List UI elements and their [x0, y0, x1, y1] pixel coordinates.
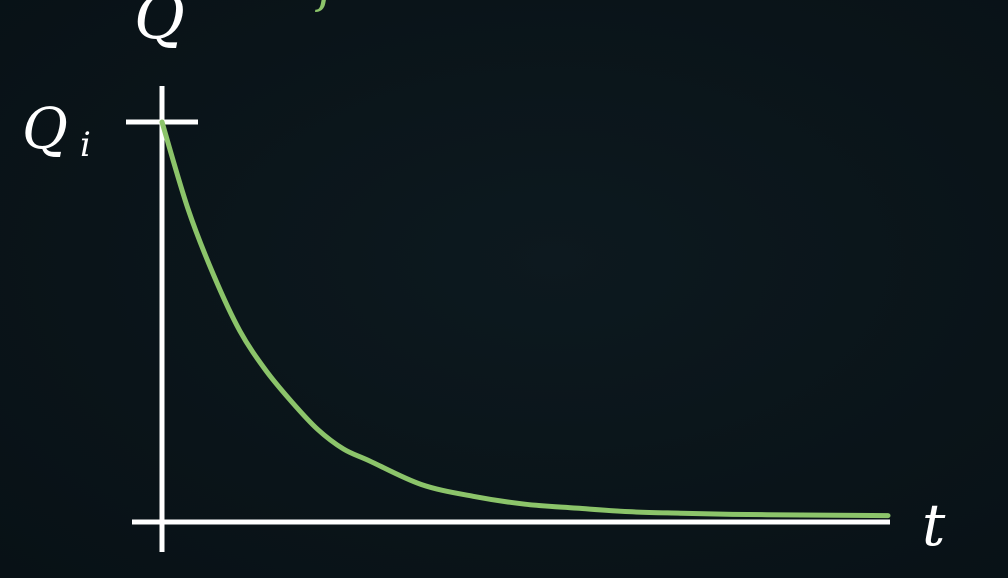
- y-tick-label: Q: [22, 97, 68, 162]
- x-axis-label: t: [922, 491, 946, 559]
- series-line-0: [159, 119, 891, 519]
- series-layer: [159, 119, 891, 519]
- chart-title-text: f: [315, 0, 343, 14]
- y-axis-label: Q: [134, 0, 185, 53]
- y-tick-label-group: Q i: [22, 97, 91, 165]
- chart-title-fragment: f: [315, 0, 343, 14]
- y-tick-label-subscript: i: [80, 125, 91, 165]
